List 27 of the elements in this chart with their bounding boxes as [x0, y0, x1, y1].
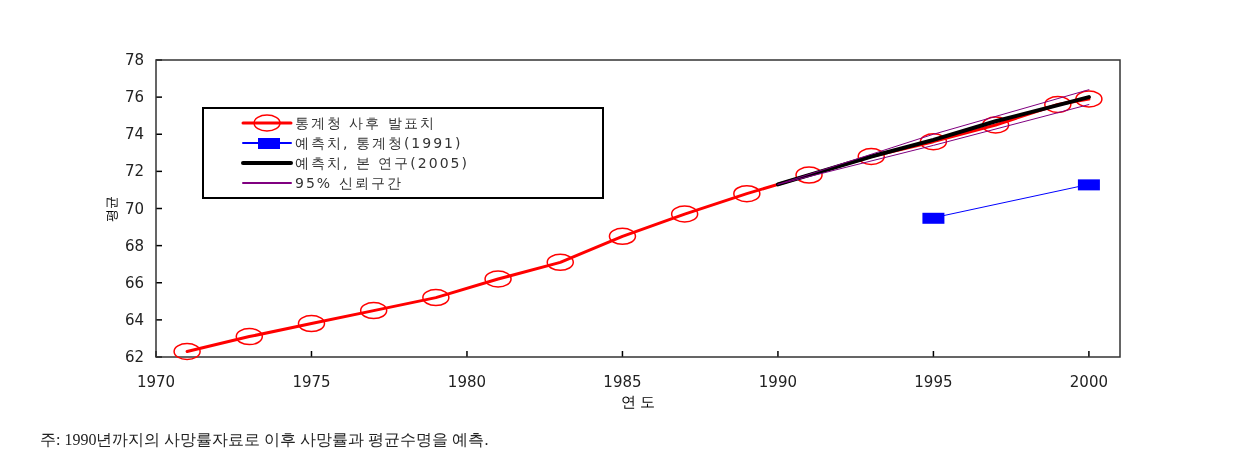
legend-label: 예측치, 본 연구(2005) [295, 155, 469, 171]
y-tick-label: 78 [124, 51, 144, 69]
y-tick-label: 68 [124, 236, 144, 255]
legend-item: 예측치, 통계청(1991) [242, 135, 463, 151]
y-tick-label: 76 [124, 88, 144, 107]
x-tick-label: 1980 [447, 373, 487, 391]
x-tick-label: 1995 [914, 373, 953, 391]
y-tick-label: 66 [124, 273, 144, 292]
y-tick-label: 64 [124, 310, 144, 329]
legend-label: 95% 신뢰구간 [295, 175, 403, 191]
x-tick-label: 1970 [136, 373, 176, 391]
y-axis-title: 평균 [104, 195, 119, 222]
legend-label: 예측치, 통계청(1991) [295, 135, 463, 151]
x-tick-label: 2000 [1069, 373, 1108, 391]
y-tick-label: 62 [124, 348, 144, 366]
legend-item: 예측치, 본 연구(2005) [241, 155, 469, 171]
x-tick-label: 1975 [292, 373, 331, 391]
y-tick-label: 74 [124, 125, 144, 144]
legend-label: 통계청 사후 발표치 [295, 115, 436, 131]
x-tick-label: 1990 [758, 373, 798, 391]
x-axis-title: 연 도 [620, 393, 656, 411]
y-tick-label: 72 [124, 162, 144, 181]
legend-item: 95% 신뢰구간 [242, 175, 403, 191]
text: 주: 1990년까지의 사망률자료로 이후 사망률과 평균수명을 예측. [40, 431, 489, 448]
x-tick-label: 1985 [603, 373, 642, 391]
y-tick-label: 70 [124, 199, 144, 218]
legend-item: 통계청 사후 발표치 [241, 114, 436, 132]
